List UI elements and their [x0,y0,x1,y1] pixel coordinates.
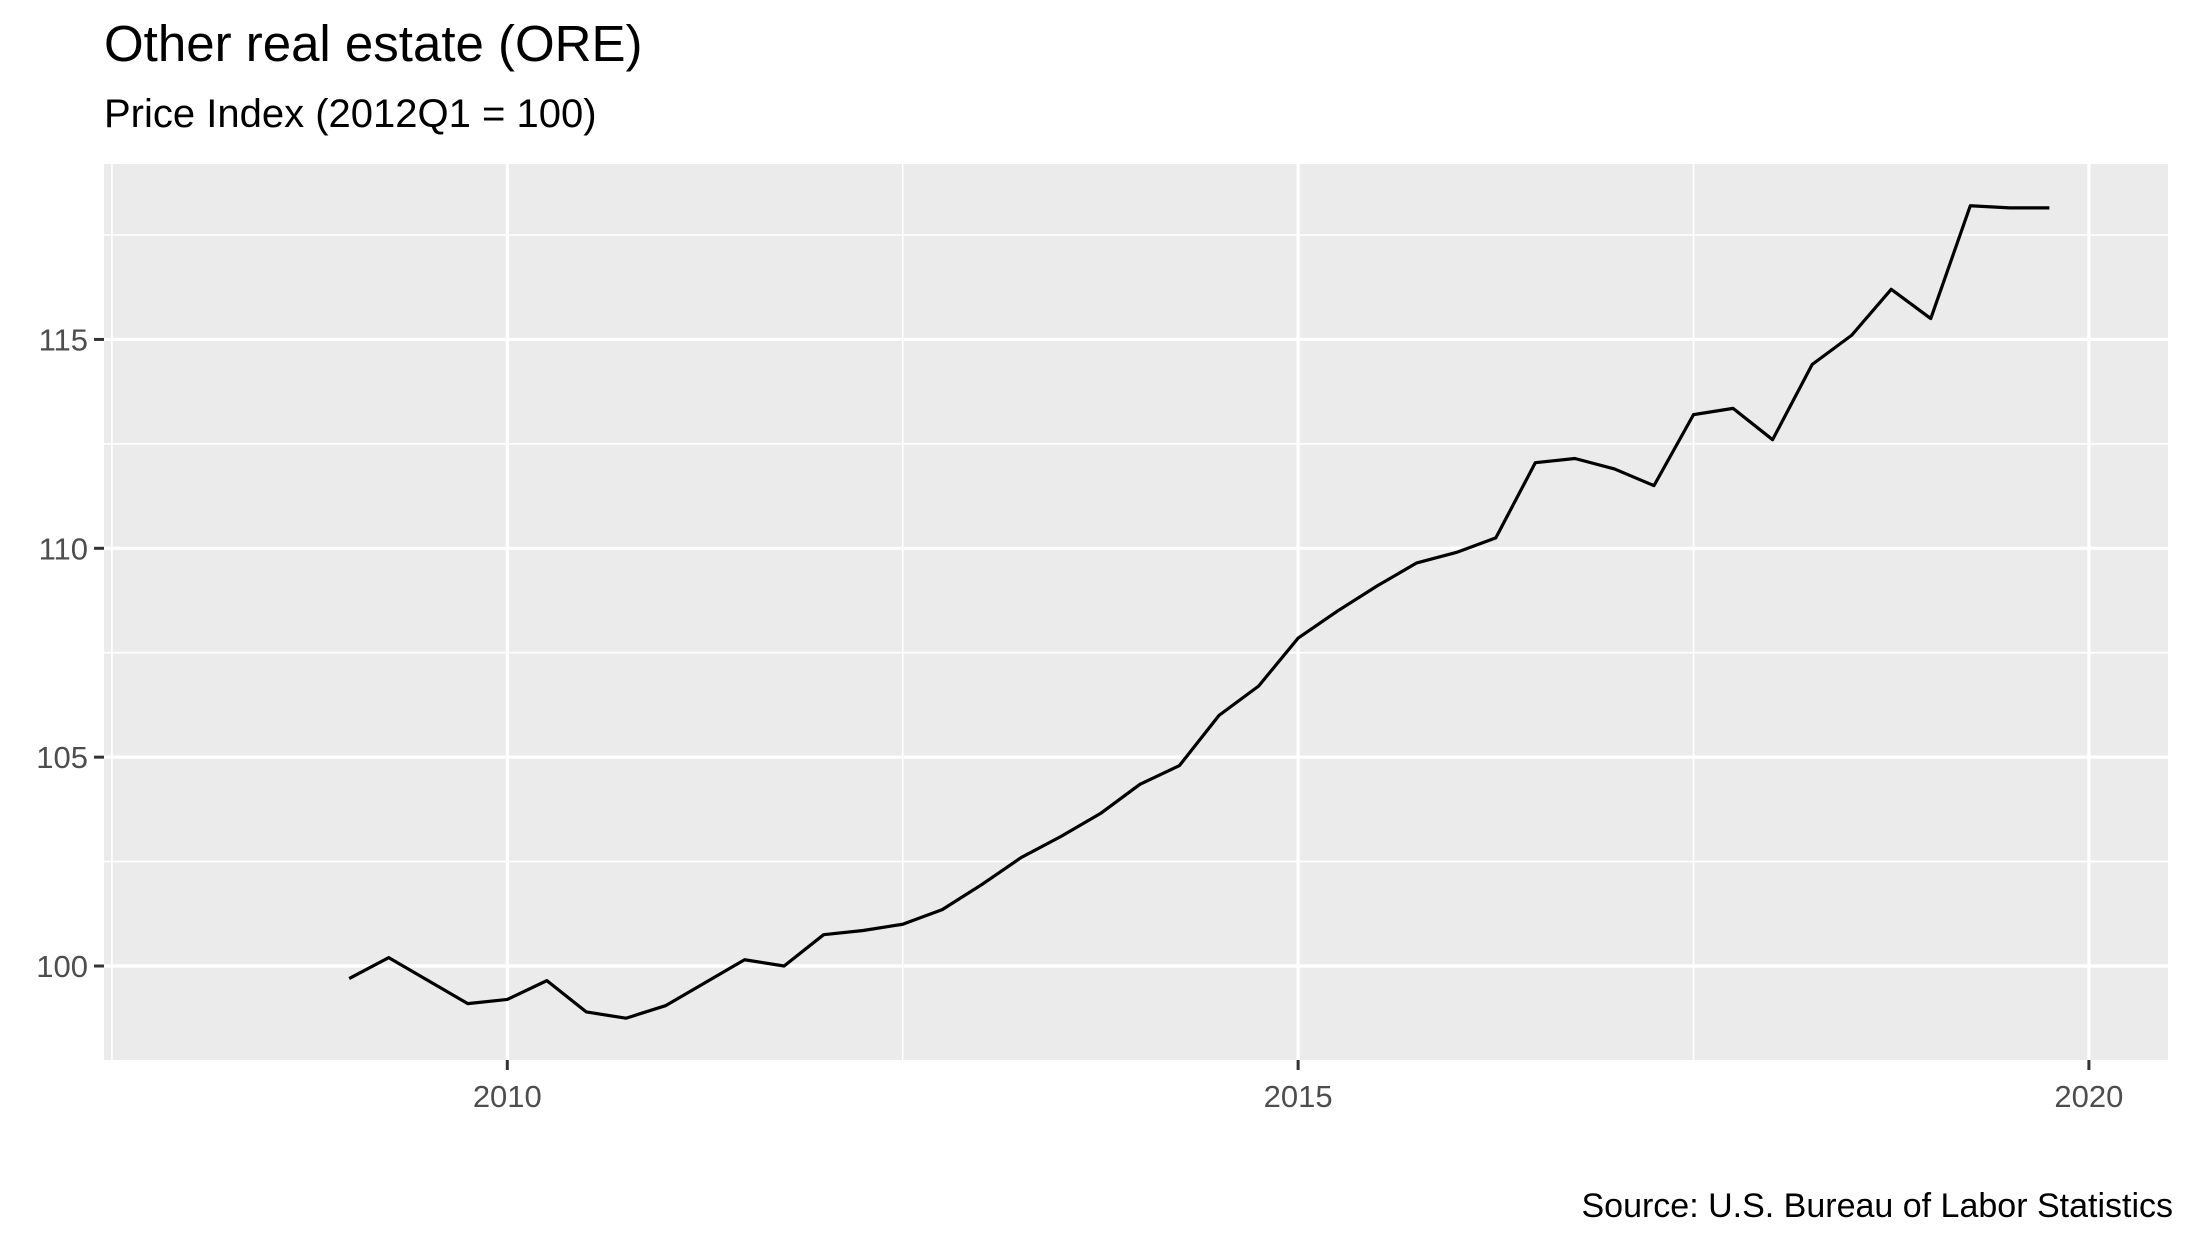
chart-title: Other real estate (ORE) [104,15,643,72]
x-tick-label: 2015 [1264,1079,1333,1114]
y-tick-label: 100 [36,949,88,984]
chart-subtitle: Price Index (2012Q1 = 100) [104,92,597,136]
plot-panel [104,164,2168,1060]
x-tick-label: 2020 [2054,1079,2123,1114]
axis-ticks [94,337,2091,1070]
y-tick-label: 115 [39,322,88,357]
minor-gridlines [104,164,2168,1060]
y-tick-label: 105 [36,740,88,775]
y-tick-label: 110 [39,531,88,566]
x-tick-label: 2010 [473,1079,542,1114]
series-layer [348,204,2050,1020]
major-gridlines [104,164,2168,1060]
source-caption: Source: U.S. Bureau of Labor Statistics [1581,1187,2173,1225]
series-line-0 [348,204,2050,1020]
axis-tick-labels: 2010 2015 2020 100 105 110 115 [36,322,2123,1114]
